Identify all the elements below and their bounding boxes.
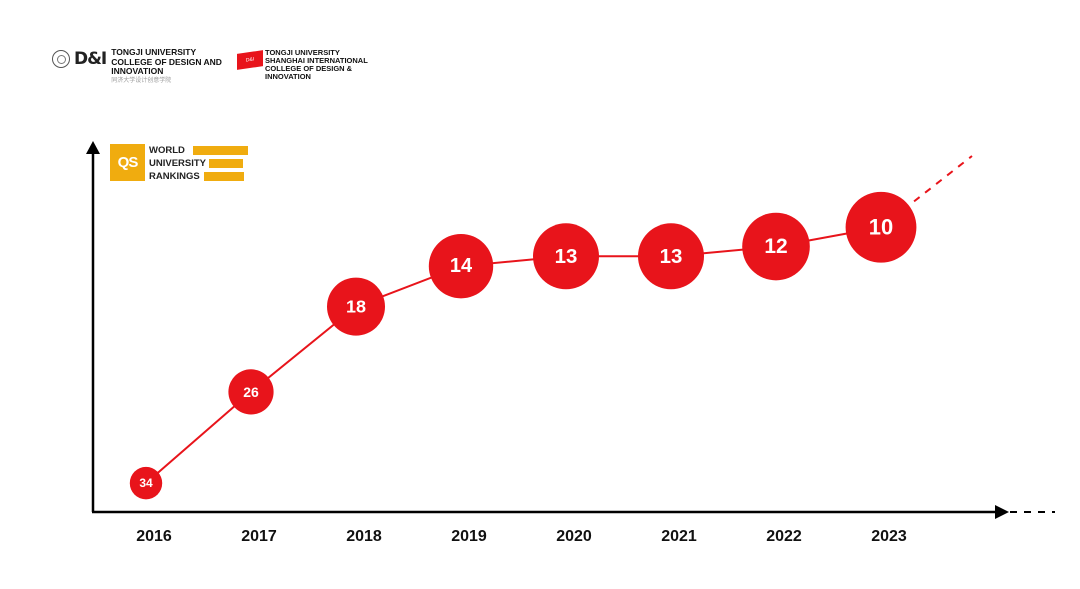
data-point [533,223,599,290]
x-tick-label: 2018 [346,528,382,545]
shanghai-college-logo: D&I Shanghai TONGJI UNIVERSITY SHANGHAI … [237,49,368,81]
x-tick-label: 2017 [241,528,277,545]
qs-world-university-rankings-logo: QS WORLD UNIVERSITY RANKINGS [110,144,248,183]
data-label: 26 [243,384,259,400]
x-tick-label: 2021 [661,528,697,545]
x-tick-label: 2016 [136,528,172,545]
data-label: 10 [869,215,893,240]
data-point [638,223,704,290]
data-label: 14 [450,255,472,277]
x-tick-label: 2019 [451,528,487,545]
qs-bar [203,172,244,181]
logo2-line: TONGJI UNIVERSITY [265,48,340,57]
qs-mark: QS [110,144,145,181]
dxi-mark: D&I [74,49,107,69]
qs-word: WORLD [149,145,185,156]
data-label: 13 [660,245,683,268]
logo2-line: SHANGHAI INTERNATIONAL [265,56,368,65]
logo1-chinese: 同济大学设计创意学院 [111,77,172,84]
qs-word: RANKINGS [149,171,200,182]
university-seal-icon [52,50,70,68]
qs-word: UNIVERSITY [149,158,207,169]
x-tick-label: 2023 [871,528,907,545]
logo2-line: COLLEGE OF DESIGN & [265,64,353,73]
data-label: 13 [555,245,578,268]
data-label: 18 [346,297,366,317]
data-point [428,233,494,299]
logo1-line: INNOVATION [111,66,164,76]
data-point [228,369,274,415]
logo1-line: TONGJI UNIVERSITY [111,47,197,57]
header: D&I TONGJI UNIVERSITY COLLEGE OF DESIGN … [0,0,1080,100]
data-point [845,191,917,263]
x-tick-label: 2022 [766,528,802,545]
qs-bar [209,159,244,168]
data-label: 12 [764,235,787,258]
logo1-line: COLLEGE OF DESIGN AND [111,56,222,67]
logo2-line: INNOVATION [265,72,311,81]
data-label: 34 [139,476,153,490]
x-axis-arrow-icon [995,505,1009,519]
qs-bar [192,146,248,155]
data-point [327,277,385,336]
y-axis-arrow-icon [86,141,100,154]
data-point [129,466,163,500]
x-tick-label: 2020 [556,528,592,545]
data-point [742,212,810,281]
tongji-design-logo: D&I TONGJI UNIVERSITY COLLEGE OF DESIGN … [52,47,222,86]
